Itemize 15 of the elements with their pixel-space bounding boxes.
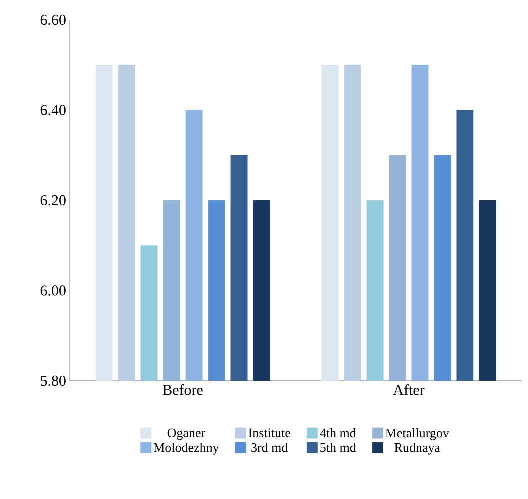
legend-label: 3rd md <box>252 443 288 452</box>
x-tick-label: Before <box>163 384 203 396</box>
y-tick-label: 6.60 <box>40 14 66 26</box>
legend-label: Oganer <box>168 428 206 440</box>
legend-label: Metallurgov <box>386 428 450 440</box>
y-tick-label: 6.40 <box>40 105 66 116</box>
y-tick-label: 6.20 <box>40 195 66 206</box>
legend-label: Institute <box>248 428 290 438</box>
legend-label: Rudnaya <box>394 443 440 455</box>
legend-label: 5th md <box>320 443 356 452</box>
x-tick-label: After <box>393 384 425 396</box>
y-tick-label: 6.00 <box>40 286 66 296</box>
legend-label: 4th md <box>320 428 356 438</box>
y-tick-label: 5.80 <box>41 376 66 386</box>
legend-label: Molodezhny <box>154 443 220 455</box>
